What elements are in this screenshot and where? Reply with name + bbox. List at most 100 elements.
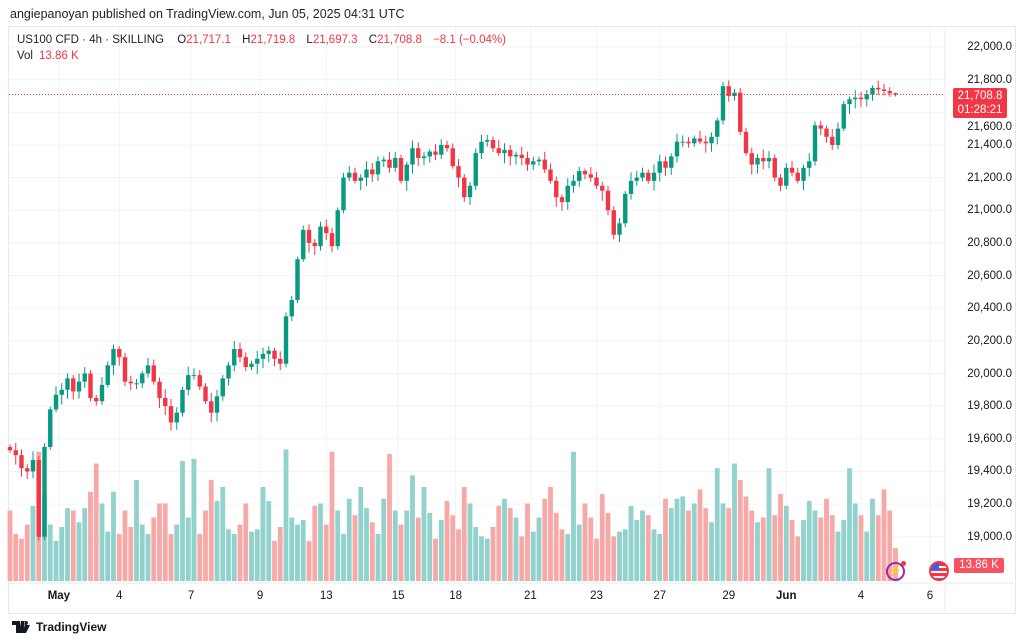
- candle-body: [335, 210, 340, 247]
- volume-bar: [766, 468, 772, 581]
- candle-body: [370, 169, 375, 175]
- volume-bar: [530, 531, 536, 581]
- volume-bar: [519, 536, 525, 581]
- footer-brand: TradingView: [36, 620, 107, 634]
- volume-bar: [289, 517, 295, 581]
- current-price-tag: 21,708.8 01:28:21: [953, 88, 1007, 118]
- candle-body: [577, 171, 582, 181]
- volume-bar: [197, 534, 203, 581]
- candle-body: [145, 365, 151, 374]
- candle-body: [278, 358, 283, 364]
- candle-body: [830, 136, 835, 145]
- volume-bar: [668, 508, 674, 581]
- candle-body: [554, 180, 559, 198]
- volume-bar: [203, 510, 208, 581]
- volume-bar: [743, 496, 749, 581]
- volume-bar: [881, 489, 887, 581]
- price-axis-label: 21,400.0: [967, 138, 1012, 151]
- volume-bar: [674, 498, 680, 581]
- candle-body: [680, 141, 685, 143]
- volume-bar: [59, 526, 65, 581]
- candle-body: [341, 177, 346, 211]
- candle-body: [427, 151, 432, 157]
- candle-body: [421, 156, 427, 159]
- volume-bar: [295, 524, 300, 581]
- candle-body: [600, 185, 605, 191]
- candle-body: [134, 383, 139, 385]
- volume-bar: [277, 526, 283, 581]
- candle-body: [393, 158, 398, 168]
- candle-body: [853, 97, 858, 100]
- candle-body: [588, 174, 593, 178]
- volume-bar: [249, 531, 254, 581]
- price-axis-label: 20,000.0: [967, 367, 1012, 380]
- volume-bar: [381, 498, 387, 581]
- volume-bar: [185, 517, 191, 581]
- volume-bar: [352, 515, 358, 581]
- candle-body: [778, 177, 783, 186]
- us-flag-icon[interactable]: [929, 561, 949, 581]
- candle-body: [640, 172, 645, 178]
- volume-bar: [749, 510, 755, 581]
- volume-bar: [13, 534, 19, 581]
- volume-bar: [473, 526, 479, 581]
- tradingview-footer[interactable]: TradingView: [12, 620, 106, 634]
- candle-body: [243, 357, 248, 367]
- volume-bar: [410, 475, 415, 581]
- symbol-label[interactable]: US100 CFD · 4h · SKILLING: [17, 34, 164, 46]
- time-axis-label: 21: [523, 590, 537, 602]
- volume-bar: [139, 524, 145, 581]
- candle-body: [312, 242, 317, 247]
- time-axis-label: Jun: [776, 590, 797, 602]
- volume-bar: [254, 529, 260, 581]
- candle-body: [697, 138, 703, 142]
- candle-body: [881, 89, 887, 92]
- candle-body: [812, 125, 818, 162]
- volume-bar: [875, 515, 881, 581]
- volume-bar: [47, 524, 53, 581]
- candle-body: [358, 177, 363, 181]
- price-axis-label: 19,800.0: [967, 400, 1012, 413]
- volume-bar: [599, 494, 605, 581]
- volume-bar: [421, 487, 427, 581]
- candle-body: [473, 153, 478, 186]
- volume-bar: [594, 538, 599, 581]
- volume-bar: [772, 515, 778, 581]
- change-value: −8.1 (−0.04%): [433, 34, 506, 46]
- candle-body: [611, 210, 616, 235]
- volume-bar: [243, 503, 249, 581]
- candle-body: [260, 353, 266, 359]
- candle-body: [864, 94, 869, 100]
- lightning-icon[interactable]: ⚡: [886, 561, 906, 581]
- volume-bar: [467, 503, 473, 581]
- candle-body: [525, 158, 530, 165]
- candle-body: [352, 172, 358, 181]
- volume-bar: [191, 458, 197, 581]
- candle-body: [76, 381, 82, 392]
- candle-body: [513, 154, 519, 157]
- volume-bar: [726, 508, 732, 581]
- volume-bar: [145, 534, 151, 581]
- low-label: L: [306, 34, 313, 46]
- volume-bar: [398, 524, 404, 581]
- volume-bar: [605, 512, 611, 581]
- volume-bar: [226, 529, 231, 581]
- volume-bar: [703, 508, 709, 581]
- candle-body: [755, 158, 760, 165]
- candle-body: [180, 389, 185, 413]
- candle-body: [674, 141, 680, 157]
- candle-body: [191, 375, 197, 377]
- volume-bar: [536, 517, 542, 581]
- candle-body: [53, 394, 59, 410]
- candle-body: [283, 316, 289, 364]
- candle-body: [30, 460, 36, 472]
- candle-body: [157, 381, 162, 398]
- volume-bar: [237, 524, 243, 581]
- volume-bar: [312, 505, 318, 581]
- volume-bar: [151, 517, 157, 581]
- candle-body: [13, 450, 18, 456]
- volume-bar: [105, 531, 111, 581]
- price-axis-label: 19,200.0: [967, 498, 1012, 511]
- candle-body: [398, 158, 404, 181]
